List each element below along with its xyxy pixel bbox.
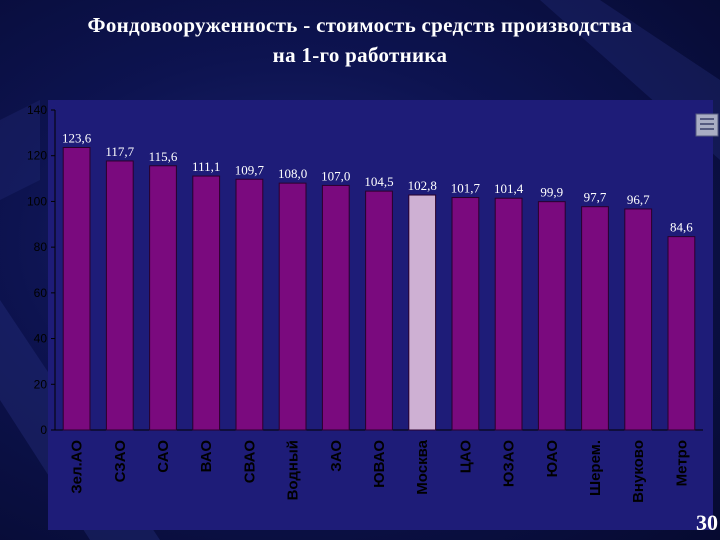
data-label: 101,4 <box>494 181 524 196</box>
y-tick-label: 0 <box>40 423 47 437</box>
scroll-widget-icon <box>695 113 719 137</box>
data-label: 108,0 <box>278 166 307 181</box>
y-tick-label: 140 <box>27 103 47 117</box>
x-tick-label: САО <box>155 440 172 473</box>
bar <box>235 178 264 431</box>
bar <box>192 175 221 431</box>
bar <box>581 206 609 431</box>
data-label: 107,0 <box>321 168 350 183</box>
x-tick-label: Москва <box>414 439 431 494</box>
data-label: 109,7 <box>235 162 265 177</box>
data-label: 117,7 <box>105 144 134 159</box>
x-tick-label: Водный <box>285 440 302 500</box>
data-label: 84,6 <box>670 220 693 235</box>
x-tick-label: Метро <box>673 440 690 486</box>
data-label: 111,1 <box>192 159 220 174</box>
data-label: 97,7 <box>584 190 607 205</box>
bar <box>451 197 480 431</box>
data-label: 101,7 <box>451 181 481 196</box>
data-label: 96,7 <box>627 192 650 207</box>
bar <box>494 197 523 431</box>
y-tick-label: 60 <box>34 286 48 300</box>
y-tick-label: 20 <box>34 377 48 391</box>
x-tick-label: СВАО <box>241 440 258 484</box>
data-label: 102,8 <box>408 178 437 193</box>
bar <box>667 236 696 431</box>
bar <box>624 208 653 431</box>
x-tick-label: Шерем. <box>587 440 604 496</box>
title-line-2: на 1-го работника <box>272 43 448 67</box>
title-line-1: Фондовооруженность - стоимость средств п… <box>87 13 633 37</box>
bar <box>62 146 91 431</box>
bar <box>149 165 177 431</box>
bar <box>321 184 350 431</box>
x-tick-label: СЗАО <box>112 440 129 483</box>
x-tick-label: Внуково <box>630 440 647 503</box>
data-label: 104,5 <box>364 174 393 189</box>
x-tick-label: ЗАО <box>328 440 345 472</box>
data-label: 99,9 <box>540 185 563 200</box>
bar <box>278 182 307 431</box>
x-tick-label: ВАО <box>198 440 215 473</box>
y-tick-label: 100 <box>27 194 47 208</box>
x-tick-label: ЮАО <box>544 440 561 478</box>
y-tick-label: 120 <box>27 149 47 163</box>
slide-title: Фондовооруженность - стоимость средств п… <box>0 10 720 70</box>
y-tick-label: 80 <box>34 240 48 254</box>
bar <box>537 201 566 431</box>
x-tick-label: ЮВАО <box>371 440 388 488</box>
data-label: 123,6 <box>62 130 92 145</box>
data-label: 115,6 <box>149 149 178 164</box>
x-tick-label: ЦАО <box>457 440 474 474</box>
bar <box>365 190 393 431</box>
bar <box>105 160 134 431</box>
bar-highlight <box>408 194 437 431</box>
x-tick-label: ЮЗАО <box>501 440 518 488</box>
page-number: 30 <box>696 510 718 535</box>
x-tick-label: Зел.АО <box>69 440 86 494</box>
y-tick-label: 40 <box>34 332 48 346</box>
